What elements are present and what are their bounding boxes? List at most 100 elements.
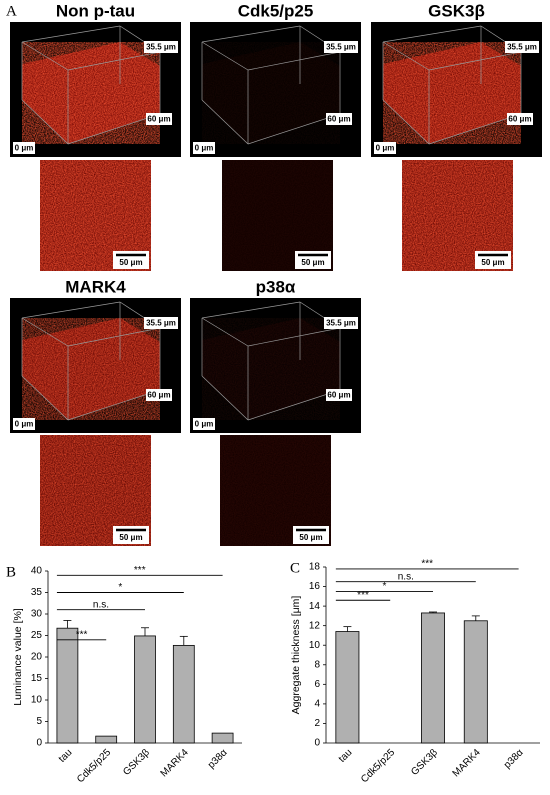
y-tick-label: 12 [309,620,321,631]
panel-label: B [6,564,16,580]
volume-edge [21,301,121,319]
x-tick-label: tau [57,747,75,765]
y-tick-label: 6 [314,679,320,690]
significance-label: * [118,582,122,593]
x-tick-label: GSK3β [121,747,152,778]
significance-label: *** [134,565,146,576]
axis-label: 35.5 μm [326,43,356,52]
volume-edge [67,113,161,145]
y-tick-label: 10 [31,695,43,706]
volume-edge [67,51,161,71]
axis-label: 0 μm [15,420,34,429]
label-box [374,142,396,154]
bar [421,612,445,744]
y-tick-label: 35 [31,587,43,598]
volume-edge [21,25,121,43]
volume-edge [428,113,522,145]
y-axis-title: Aggregate thickness [μm] [290,596,302,715]
volume-texture [202,42,340,144]
volume-edge [201,317,249,347]
scale-label: 50 μm [119,533,142,542]
panel-label: A [6,3,17,19]
axis-label: 35.5 μm [146,43,176,52]
y-tick-label: 20 [31,652,43,663]
y-tick-label: 4 [314,699,320,710]
volume-texture [22,318,160,420]
x-tick-label: Cdk5/p25 [359,747,397,785]
sample-title: p38α [256,277,296,296]
volume-edge [201,25,301,43]
significance-label: * [382,581,386,592]
volume-edge [382,41,430,71]
x-tick-label: p38α [206,747,230,771]
bar [56,627,79,744]
axis-label: 0 μm [195,420,214,429]
significance-label: *** [421,559,433,570]
label-box [326,389,352,401]
label-box [507,113,533,125]
significance-label: n.s. [93,599,109,610]
axis-label: 60 μm [147,115,170,124]
scale-label: 50 μm [299,533,322,542]
volume-edge [247,113,341,145]
x-tick-label: p38α [502,747,526,771]
label-box [146,389,172,401]
volume-edge [21,317,69,347]
volume-edge [382,99,430,145]
scale-label: 50 μm [481,258,504,267]
volume-texture [383,42,521,144]
volume-edge [428,51,522,71]
label-box [193,142,215,154]
axis-label: 35.5 μm [507,43,537,52]
bar [463,620,488,744]
axis-label: 60 μm [147,391,170,400]
y-tick-label: 18 [309,562,321,573]
y-tick-label: 25 [31,630,43,641]
volume-edge [67,389,161,421]
volume-edge [21,41,69,71]
y-tick-label: 8 [314,659,320,670]
axis-label: 35.5 μm [326,319,356,328]
label-box [144,41,178,53]
sample-title: Cdk5/p25 [238,1,314,20]
label-box [144,317,178,329]
label-box [13,142,35,154]
axis-label: 35.5 μm [146,319,176,328]
sample-title: Non p-tau [56,1,135,20]
label-box [146,113,172,125]
significance-label: *** [76,629,88,640]
volume-edge [201,41,249,71]
y-tick-label: 16 [309,581,321,592]
x-tick-label: Cdk5/p25 [75,747,113,785]
y-tick-label: 5 [36,716,42,727]
x-tick-label: MARK4 [451,747,483,779]
volume-edge [382,25,482,43]
label-box [505,41,539,53]
significance-label: *** [357,590,369,601]
label-box [193,418,215,430]
y-axis-title: Luminance value [%] [12,608,24,706]
y-tick-label: 2 [314,718,320,729]
axis-label: 0 μm [195,144,214,153]
label-box [13,418,35,430]
panel-label: C [290,560,300,576]
x-tick-label: GSK3β [409,747,440,778]
volume-edge [67,327,161,347]
axis-label: 60 μm [327,115,350,124]
axis-label: 60 μm [508,115,531,124]
volume-edge [201,99,249,145]
bar [172,644,195,744]
bar [335,631,360,744]
axis-label: 60 μm [327,391,350,400]
sample-title: GSK3β [428,1,485,20]
y-tick-label: 0 [314,738,320,749]
sample-title: MARK4 [65,277,126,296]
axis-label: 0 μm [15,144,34,153]
volume-edge [21,375,69,421]
label-box [324,317,358,329]
bar [95,735,118,744]
scale-label: 50 μm [301,258,324,267]
scale-label: 50 μm [119,258,142,267]
volume-texture [22,42,160,144]
volume-edge [201,301,301,319]
